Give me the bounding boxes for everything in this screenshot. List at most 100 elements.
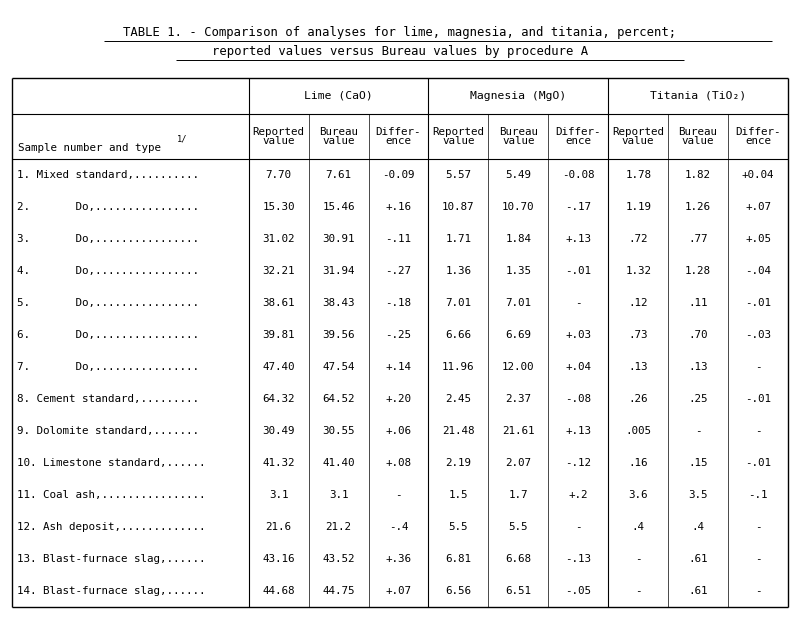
Text: 64.52: 64.52 xyxy=(322,394,355,404)
Text: value: value xyxy=(262,136,295,146)
Text: Differ-: Differ- xyxy=(376,126,422,136)
Text: .12: .12 xyxy=(629,298,648,308)
Text: 4.       Do,................: 4. Do,................ xyxy=(17,266,199,276)
Text: +.08: +.08 xyxy=(386,459,411,468)
Text: 15.30: 15.30 xyxy=(262,202,295,212)
Text: 7.70: 7.70 xyxy=(266,170,292,180)
Text: .26: .26 xyxy=(629,394,648,404)
Text: 6.66: 6.66 xyxy=(446,330,471,340)
Text: +.04: +.04 xyxy=(566,362,591,372)
Text: 10.87: 10.87 xyxy=(442,202,474,212)
Text: +.2: +.2 xyxy=(569,490,588,500)
Text: 47.40: 47.40 xyxy=(262,362,295,372)
Text: value: value xyxy=(682,136,714,146)
Text: 9. Dolomite standard,.......: 9. Dolomite standard,....... xyxy=(17,426,199,436)
Text: .73: .73 xyxy=(629,330,648,340)
Text: 43.52: 43.52 xyxy=(322,554,355,564)
Text: 47.54: 47.54 xyxy=(322,362,355,372)
Text: -.17: -.17 xyxy=(566,202,591,212)
Text: 44.68: 44.68 xyxy=(262,586,295,596)
Text: 1.36: 1.36 xyxy=(446,266,471,276)
Text: .25: .25 xyxy=(688,394,708,404)
Text: 1. Mixed standard,..........: 1. Mixed standard,.......... xyxy=(17,170,199,180)
Text: .4: .4 xyxy=(692,522,705,532)
Text: .005: .005 xyxy=(625,426,651,436)
Text: Differ-: Differ- xyxy=(555,126,601,136)
Text: -.05: -.05 xyxy=(566,586,591,596)
Text: ence: ence xyxy=(745,136,771,146)
Text: 5.5: 5.5 xyxy=(509,522,528,532)
Text: Differ-: Differ- xyxy=(735,126,781,136)
Text: -: - xyxy=(575,522,582,532)
Text: .15: .15 xyxy=(688,459,708,468)
Text: 31.02: 31.02 xyxy=(262,234,295,244)
Text: 5.       Do,................: 5. Do,................ xyxy=(17,298,199,308)
Text: Bureau: Bureau xyxy=(319,126,358,136)
Text: 3.1: 3.1 xyxy=(269,490,288,500)
Text: 10.70: 10.70 xyxy=(502,202,534,212)
Text: -: - xyxy=(754,586,762,596)
Text: 6.81: 6.81 xyxy=(446,554,471,564)
Text: -.25: -.25 xyxy=(386,330,411,340)
Text: -: - xyxy=(635,554,642,564)
Text: 64.32: 64.32 xyxy=(262,394,295,404)
Text: 6.56: 6.56 xyxy=(446,586,471,596)
Text: 30.55: 30.55 xyxy=(322,426,355,436)
Text: 1.84: 1.84 xyxy=(506,234,531,244)
Text: 31.94: 31.94 xyxy=(322,266,355,276)
Text: -: - xyxy=(754,426,762,436)
Text: 1.35: 1.35 xyxy=(506,266,531,276)
Text: ence: ence xyxy=(386,136,411,146)
Text: 12. Ash deposit,.............: 12. Ash deposit,............. xyxy=(17,522,206,532)
Text: Reported: Reported xyxy=(433,126,485,136)
Text: -: - xyxy=(575,298,582,308)
Text: Titania (TiO₂): Titania (TiO₂) xyxy=(650,91,746,101)
Text: .72: .72 xyxy=(629,234,648,244)
Text: +.13: +.13 xyxy=(566,426,591,436)
Text: 1.5: 1.5 xyxy=(449,490,468,500)
Text: 7.01: 7.01 xyxy=(506,298,531,308)
Text: 13. Blast-furnace slag,......: 13. Blast-furnace slag,...... xyxy=(17,554,206,564)
Text: -: - xyxy=(754,362,762,372)
Text: -.12: -.12 xyxy=(566,459,591,468)
Text: 32.21: 32.21 xyxy=(262,266,295,276)
Text: 2.37: 2.37 xyxy=(506,394,531,404)
Text: ence: ence xyxy=(566,136,591,146)
Text: 5.57: 5.57 xyxy=(446,170,471,180)
Text: 7.61: 7.61 xyxy=(326,170,351,180)
Text: +.07: +.07 xyxy=(745,202,771,212)
Text: 30.91: 30.91 xyxy=(322,234,355,244)
Text: value: value xyxy=(622,136,654,146)
Text: 12.00: 12.00 xyxy=(502,362,534,372)
Text: 6.68: 6.68 xyxy=(506,554,531,564)
Text: 6.69: 6.69 xyxy=(506,330,531,340)
Text: .13: .13 xyxy=(688,362,708,372)
Text: +.16: +.16 xyxy=(386,202,411,212)
Text: 10. Limestone standard,......: 10. Limestone standard,...... xyxy=(17,459,206,468)
Text: 1.7: 1.7 xyxy=(509,490,528,500)
Text: 8. Cement standard,.........: 8. Cement standard,......... xyxy=(17,394,199,404)
Text: 7.       Do,................: 7. Do,................ xyxy=(17,362,199,372)
Text: Sample number and type: Sample number and type xyxy=(18,143,162,153)
Text: .13: .13 xyxy=(629,362,648,372)
Text: +.03: +.03 xyxy=(566,330,591,340)
Text: -.08: -.08 xyxy=(566,394,591,404)
Text: -: - xyxy=(754,522,762,532)
Text: Reported: Reported xyxy=(253,126,305,136)
Text: 11.96: 11.96 xyxy=(442,362,474,372)
Text: 21.6: 21.6 xyxy=(266,522,292,532)
Text: -.03: -.03 xyxy=(745,330,771,340)
Text: -.01: -.01 xyxy=(745,394,771,404)
Text: -: - xyxy=(635,586,642,596)
Text: -0.09: -0.09 xyxy=(382,170,414,180)
Text: 5.5: 5.5 xyxy=(449,522,468,532)
Text: +0.04: +0.04 xyxy=(742,170,774,180)
Text: 30.49: 30.49 xyxy=(262,426,295,436)
Text: -: - xyxy=(395,490,402,500)
Text: 1.32: 1.32 xyxy=(625,266,651,276)
Text: .4: .4 xyxy=(632,522,645,532)
Text: 2.       Do,................: 2. Do,................ xyxy=(17,202,199,212)
Text: 2.19: 2.19 xyxy=(446,459,471,468)
Text: 41.32: 41.32 xyxy=(262,459,295,468)
Text: 38.61: 38.61 xyxy=(262,298,295,308)
